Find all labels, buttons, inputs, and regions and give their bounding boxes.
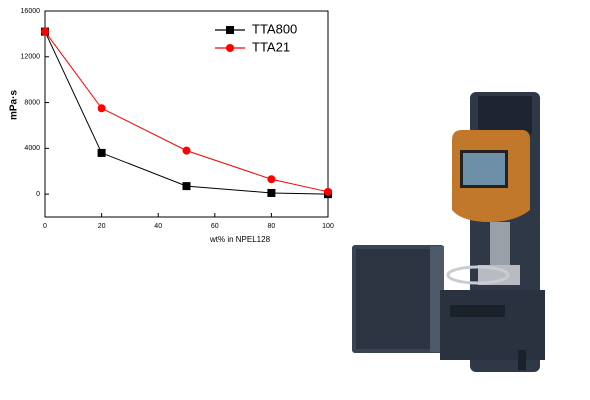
legend-label: TTA800 bbox=[252, 21, 297, 36]
y-tick-label: 0 bbox=[36, 191, 40, 198]
marker bbox=[41, 27, 49, 36]
y-tick-label: 4000 bbox=[24, 145, 40, 152]
marker bbox=[182, 146, 191, 155]
series-line bbox=[44, 31, 329, 195]
rheometer-image bbox=[352, 92, 545, 372]
x-tick-label: 100 bbox=[322, 223, 334, 230]
y-tick-label: 8000 bbox=[24, 99, 40, 106]
legend-marker bbox=[226, 44, 234, 52]
marker bbox=[182, 182, 191, 191]
x-tick-label: 20 bbox=[98, 223, 106, 230]
series-line bbox=[44, 31, 329, 193]
x-tick-label: 60 bbox=[211, 223, 219, 230]
marker bbox=[97, 148, 106, 157]
y-axis-label: mPa·s bbox=[9, 90, 20, 120]
x-axis-label: wt% in NPEL128 bbox=[209, 235, 271, 244]
marker bbox=[97, 104, 106, 113]
x-tick-label: 0 bbox=[43, 223, 47, 230]
legend-label: TTA21 bbox=[252, 39, 290, 54]
x-tick-label: 40 bbox=[154, 223, 162, 230]
y-tick-label: 16000 bbox=[21, 8, 41, 15]
marker bbox=[267, 175, 276, 184]
x-tick-label: 80 bbox=[268, 223, 276, 230]
legend-marker bbox=[226, 26, 234, 34]
marker bbox=[324, 187, 332, 196]
plot-frame bbox=[44, 10, 329, 218]
marker bbox=[267, 188, 276, 197]
y-tick-label: 12000 bbox=[21, 54, 41, 61]
